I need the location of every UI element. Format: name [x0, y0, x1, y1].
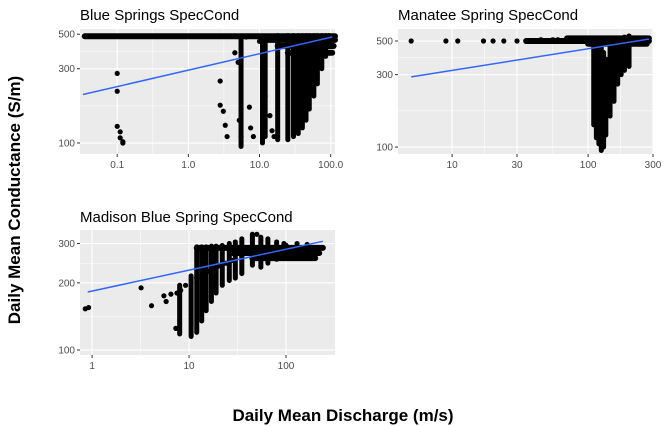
data-point: [235, 59, 241, 65]
y-tick-labels: 100 200 300: [58, 239, 80, 357]
data-point: [182, 282, 189, 288]
y-tick-label: 300: [376, 70, 393, 81]
data-point: [248, 125, 254, 131]
y-tick-labels: 100 300 500: [58, 30, 80, 150]
data-point: [114, 70, 120, 77]
data-point: [501, 38, 507, 44]
x-tick-label: 100: [278, 361, 295, 372]
data-point: [249, 250, 256, 256]
data-point: [480, 38, 487, 44]
data-point: [271, 133, 277, 140]
data-points: [82, 231, 322, 332]
data-point: [168, 291, 174, 297]
panel-manatee-spring: Manatee Spring SpecCond 10 30 100 300 100 30…: [376, 7, 661, 171]
data-point: [222, 122, 228, 128]
data-point: [236, 117, 242, 123]
data-point: [455, 38, 461, 44]
data-point: [200, 271, 206, 277]
y-tick-label: 100: [58, 346, 75, 357]
data-points: [114, 34, 277, 146]
data-point: [267, 113, 273, 119]
data-point: [262, 93, 268, 99]
data-point: [220, 108, 226, 114]
x-tick-label: 1: [89, 361, 95, 372]
data-point: [490, 38, 496, 44]
data-point: [161, 293, 167, 299]
data-point: [408, 38, 414, 44]
data-point: [188, 280, 194, 286]
y-tick-label: 500: [376, 37, 393, 48]
panel-blue-springs: Blue Springs SpecCond 0.1 1.0 10.0 100.0 10…: [58, 7, 343, 171]
data-point: [114, 123, 120, 129]
data-point: [217, 102, 223, 108]
data-point: [254, 231, 260, 237]
y-tick-label: 500: [58, 30, 75, 41]
x-tick-label: 100.0: [318, 160, 343, 171]
data-point: [294, 240, 300, 247]
data-point: [243, 34, 249, 40]
panel-title: Madison Blue Spring SpecCond: [80, 209, 293, 226]
data-point: [283, 242, 289, 248]
data-points: [408, 37, 561, 44]
data-point: [555, 37, 561, 43]
x-tick-label: 30: [511, 160, 523, 171]
y-tick-labels: 100 300 500: [376, 37, 398, 154]
panel-title: Manatee Spring SpecCond: [398, 7, 578, 24]
y-tick-label: 300: [58, 239, 75, 250]
data-point: [224, 133, 230, 140]
y-tick-label: 100: [376, 143, 393, 154]
trend-line: [411, 38, 650, 78]
data-point: [206, 268, 212, 275]
y-tick-label: 200: [58, 278, 75, 289]
trend-line: [87, 240, 324, 293]
data-point: [250, 133, 256, 140]
data-point: [514, 38, 520, 44]
data-point: [163, 298, 169, 305]
x-tick-labels: 0.1 1.0 10.0 100.0: [110, 154, 344, 171]
data-point: [443, 38, 449, 44]
data-point: [550, 37, 556, 43]
data-point: [86, 304, 92, 311]
data-point: [261, 247, 268, 253]
data-point: [274, 244, 280, 250]
y-tick-label: 300: [58, 64, 75, 75]
x-tick-label: 1.0: [181, 160, 195, 171]
data-point: [138, 285, 144, 291]
data-point: [316, 245, 322, 252]
data-point: [117, 135, 123, 141]
x-tick-label: 10: [447, 160, 459, 171]
y-tick-label: 100: [58, 139, 75, 150]
x-tick-labels: 10 30 100 300: [447, 154, 662, 171]
x-tick-label: 300: [645, 160, 662, 171]
data-point: [246, 104, 252, 110]
data-point: [217, 78, 223, 84]
data-point: [238, 133, 244, 140]
x-tick-labels: 1 10 100: [89, 355, 295, 372]
data-point: [194, 275, 200, 281]
data-point: [148, 303, 155, 309]
data-point: [178, 287, 184, 294]
x-tick-label: 10: [184, 361, 196, 372]
panel-title: Blue Springs SpecCond: [80, 7, 239, 24]
data-point: [114, 88, 120, 94]
data-point: [117, 129, 123, 135]
trend-line: [82, 36, 333, 96]
data-point: [259, 53, 266, 60]
data-point: [211, 265, 217, 272]
point-columns: [81, 33, 338, 149]
data-point: [120, 140, 126, 146]
data-point: [232, 50, 238, 56]
panel-madison-blue-spring: Madison Blue Spring SpecCond 1 10 100 100 2…: [58, 209, 335, 372]
x-tick-label: 10.0: [250, 160, 270, 171]
x-tick-label: 100: [580, 160, 597, 171]
x-axis-label: Daily Mean Discharge (m/s): [232, 406, 453, 425]
data-point: [174, 290, 180, 296]
data-point: [538, 37, 544, 43]
y-axis-label: Daily Mean Conductance (S/m): [5, 76, 24, 324]
x-tick-label: 0.1: [110, 160, 124, 171]
data-point: [269, 128, 275, 134]
data-point: [173, 325, 179, 332]
data-point: [256, 38, 263, 44]
